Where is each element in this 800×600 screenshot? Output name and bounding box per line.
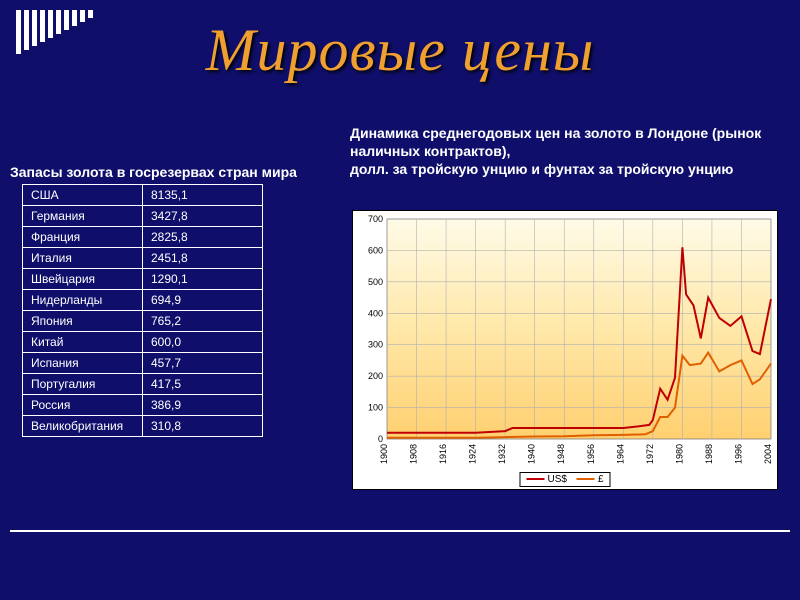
gold-price-chart: 0 100 200 300 400 500 600 700 1900 1908 1916 1924 19… <box>352 210 778 490</box>
svg-text:1916: 1916 <box>438 444 448 464</box>
svg-text:1956: 1956 <box>586 444 596 464</box>
table-row: Китай600,0 <box>23 332 263 353</box>
svg-text:0: 0 <box>378 434 383 444</box>
svg-text:2004: 2004 <box>763 444 773 464</box>
legend-item-usd: US$ <box>526 474 566 485</box>
svg-text:200: 200 <box>368 371 383 381</box>
legend-item-gbp: £ <box>577 474 604 485</box>
svg-text:1940: 1940 <box>527 444 537 464</box>
svg-text:100: 100 <box>368 403 383 413</box>
svg-text:400: 400 <box>368 308 383 318</box>
table-row: Франция2825,8 <box>23 227 263 248</box>
gold-reserves-table: США8135,1Германия3427,8Франция2825,8Итал… <box>22 184 263 437</box>
svg-text:1972: 1972 <box>645 444 655 464</box>
table-row: Нидерланды694,9 <box>23 290 263 311</box>
table-row: Швейцария1290,1 <box>23 269 263 290</box>
svg-text:1924: 1924 <box>468 444 478 464</box>
footer-divider <box>10 530 790 532</box>
svg-text:1988: 1988 <box>704 444 714 464</box>
svg-text:1908: 1908 <box>409 444 419 464</box>
svg-text:1996: 1996 <box>733 444 743 464</box>
table-title: Запасы золота в госрезервах стран мира <box>10 164 297 180</box>
svg-text:500: 500 <box>368 277 383 287</box>
chart-title: Динамика среднегодовых цен на золото в Л… <box>350 124 780 179</box>
chart-legend: US$ £ <box>519 472 610 487</box>
table-row: Германия3427,8 <box>23 206 263 227</box>
svg-text:600: 600 <box>368 245 383 255</box>
svg-text:1900: 1900 <box>379 444 389 464</box>
table-row: Италия2451,8 <box>23 248 263 269</box>
table-row: Россия386,9 <box>23 395 263 416</box>
svg-text:300: 300 <box>368 340 383 350</box>
svg-text:700: 700 <box>368 214 383 224</box>
table-row: США8135,1 <box>23 185 263 206</box>
svg-text:1932: 1932 <box>497 444 507 464</box>
table-row: Португалия417,5 <box>23 374 263 395</box>
table-row: Великобритания310,8 <box>23 416 263 437</box>
svg-text:1980: 1980 <box>674 444 684 464</box>
page-title: Мировые цены <box>0 16 800 85</box>
svg-text:1948: 1948 <box>556 444 566 464</box>
svg-text:1964: 1964 <box>615 444 625 464</box>
table-row: Испания457,7 <box>23 353 263 374</box>
table-row: Япония765,2 <box>23 311 263 332</box>
